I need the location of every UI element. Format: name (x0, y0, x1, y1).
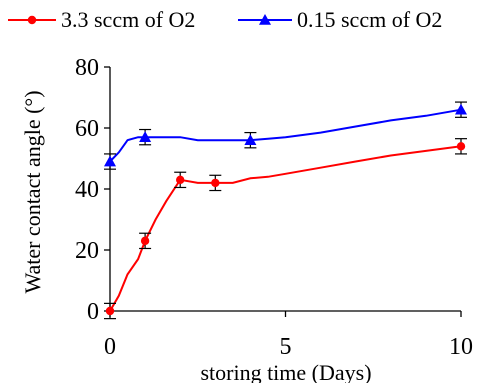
x-axis-title: storing time (Days) (200, 360, 371, 383)
data-point (456, 142, 466, 151)
data-point (140, 236, 150, 246)
series-line (109, 108, 462, 163)
y-axis-title: Water contact angle (°) (20, 90, 45, 293)
data-point (105, 306, 115, 316)
legend-marker (259, 14, 271, 25)
y-tick-label: 60 (75, 116, 99, 142)
legend-label: 3.3 sccm of O2 (61, 7, 195, 32)
legend: 3.3 sccm of O2 0.15 sccm of O2 (8, 7, 442, 32)
series-2 (104, 101, 467, 170)
x-tick-label: 10 (449, 334, 473, 360)
series-1 (104, 138, 467, 320)
data-point (455, 103, 467, 115)
x-tick-label: 5 (280, 334, 292, 360)
y-tick-label: 20 (75, 238, 99, 264)
data-point (244, 134, 257, 145)
data-point (139, 131, 152, 142)
data-point (211, 178, 220, 188)
legend-item-1: 3.3 sccm of O2 (8, 7, 195, 32)
legend-marker (27, 15, 37, 25)
legend-label: 0.15 sccm of O2 (297, 7, 442, 32)
axes: 0 20 40 60 80 0 5 10 (75, 55, 473, 360)
series-layer (104, 101, 467, 320)
y-tick-label: 40 (75, 177, 99, 203)
y-tick-label: 80 (75, 55, 99, 81)
data-point (176, 175, 185, 185)
legend-item-2: 0.15 sccm of O2 (238, 7, 442, 32)
series-line (109, 145, 462, 312)
x-tick-label: 0 (104, 334, 116, 360)
y-tick-label: 0 (87, 299, 99, 325)
data-point (104, 155, 116, 167)
